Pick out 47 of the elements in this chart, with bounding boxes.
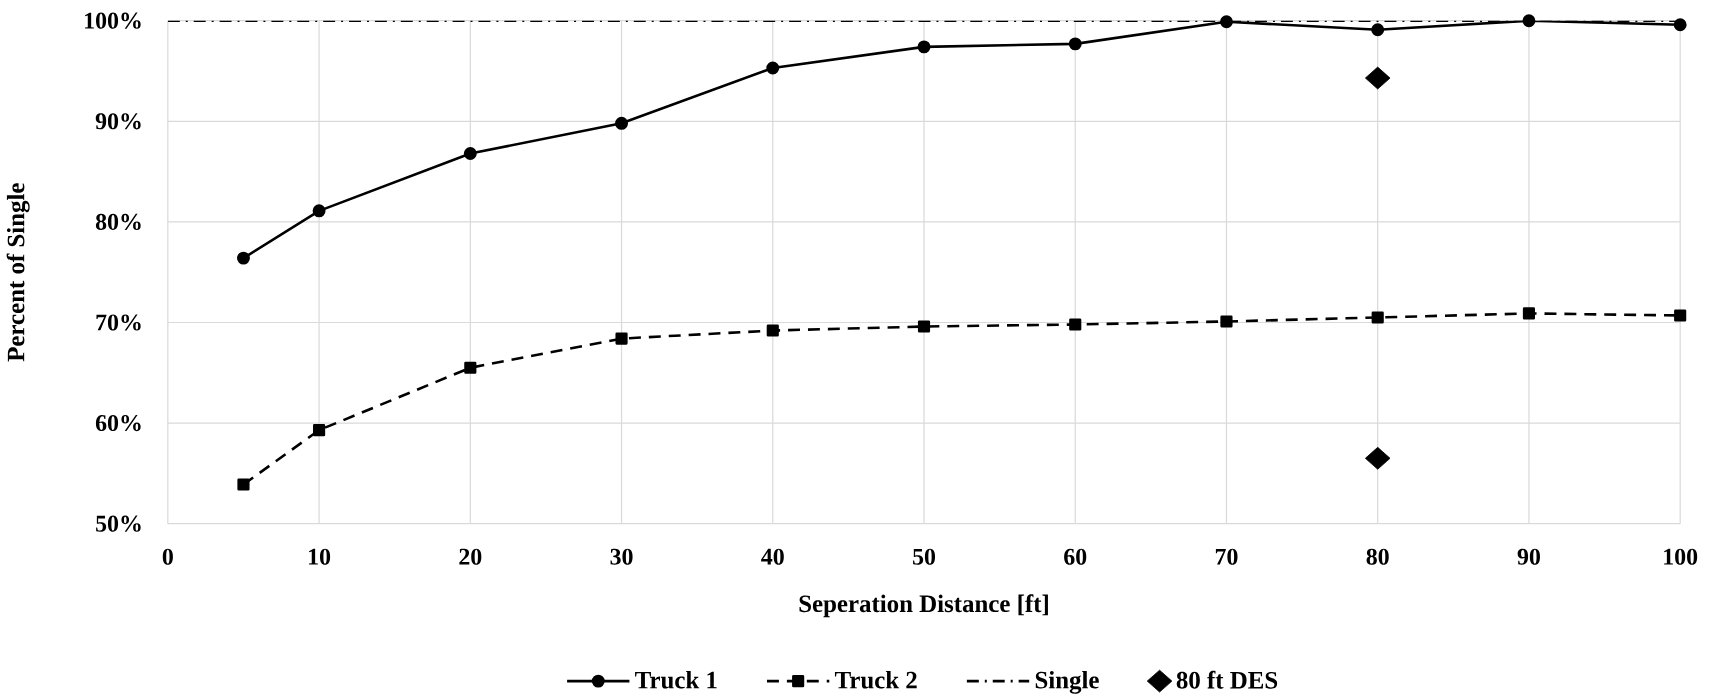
y-tick-label: 80% — [95, 213, 141, 231]
point — [917, 320, 931, 333]
y-axis-title: Percent of Single — [6, 183, 30, 362]
point — [766, 61, 780, 75]
x-tick-label: 60 — [1064, 548, 1087, 565]
x-tick-label: 90 — [1517, 548, 1540, 565]
y-tick-label: 90% — [95, 113, 141, 130]
point — [1068, 37, 1082, 51]
x-tick-label: 80 — [1366, 548, 1389, 565]
x-tick-label: 70 — [1215, 548, 1238, 565]
point — [237, 478, 250, 491]
x-tick-label: 40 — [761, 548, 784, 565]
x-axis-title: Seperation Distance [ft] — [799, 594, 1048, 618]
y-tick-label: 70% — [96, 314, 141, 331]
x-tick-label: 100 — [1664, 548, 1698, 565]
legend-label: Single — [1035, 671, 1099, 694]
point — [1522, 14, 1536, 28]
x-tick-label: 10 — [309, 548, 331, 565]
point — [312, 204, 326, 218]
point — [236, 251, 250, 265]
x-tick-label: 30 — [610, 548, 633, 565]
point — [1371, 23, 1385, 37]
point — [1364, 66, 1391, 90]
point — [615, 116, 629, 130]
point — [917, 40, 931, 54]
point — [1673, 18, 1687, 32]
legend-label: 80 ft DES — [1176, 670, 1278, 689]
y-tick-label: 100% — [85, 12, 141, 29]
x-tick-label: 20 — [459, 548, 482, 565]
legend-label: Truck 2 — [834, 671, 917, 689]
point — [1220, 315, 1233, 328]
point — [1522, 307, 1536, 320]
point — [1371, 311, 1384, 324]
point — [1364, 446, 1391, 470]
x-tick-label: 50 — [913, 548, 936, 565]
y-tick-label: 50% — [96, 515, 141, 532]
point — [766, 324, 779, 337]
y-tick-label: 60% — [95, 415, 141, 432]
point — [313, 424, 326, 437]
point — [1219, 15, 1233, 29]
point — [1674, 309, 1687, 322]
point — [464, 361, 477, 374]
point — [1069, 318, 1082, 331]
x-tick-label: 0 — [162, 548, 173, 565]
legend-label: Truck 1 — [635, 671, 717, 689]
point — [615, 332, 628, 345]
point — [463, 147, 477, 161]
